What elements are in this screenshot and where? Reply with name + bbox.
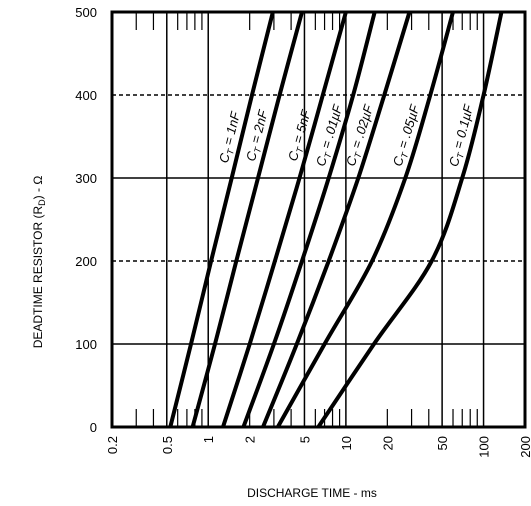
y-tick-label: 0 — [90, 420, 97, 435]
series-line-4 — [241, 11, 377, 428]
y-axis-title-tail: ) - Ω — [31, 176, 45, 200]
series-line-2 — [190, 11, 304, 428]
curve-label-tail: = .05µF — [394, 102, 423, 154]
x-tick-label: 1 — [201, 436, 216, 443]
curve-label-main: C — [243, 149, 260, 162]
curve-label-sub: T — [225, 147, 236, 156]
curve-label-sub: T — [455, 150, 466, 159]
x-tick-label: 20 — [380, 436, 395, 450]
curve-label-main: C — [446, 155, 463, 168]
y-tick-label: 100 — [75, 337, 97, 352]
curve-label-sub: T — [322, 150, 334, 160]
series-line-5 — [261, 11, 412, 428]
series-line-3 — [221, 11, 348, 428]
x-tick-label: 0.2 — [105, 436, 120, 454]
x-axis-title: DISCHARGE TIME - ms — [247, 486, 377, 500]
x-tick-label: 50 — [435, 436, 450, 450]
x-tick-label: 100 — [477, 436, 492, 458]
curve-label-tail: = .02µF — [347, 102, 376, 154]
series-line-7 — [316, 11, 504, 429]
y-tick-label: 300 — [75, 171, 97, 186]
x-tick-label: 200 — [518, 436, 531, 458]
minor-ticks — [135, 12, 478, 427]
curve-label-sub: T — [399, 150, 411, 160]
y-axis-title-sub: D — [37, 199, 47, 206]
y-tick-label: 400 — [75, 88, 97, 103]
plot-frame — [110, 10, 527, 429]
x-tick-label: 2 — [243, 436, 258, 443]
curve-label-sub: T — [294, 145, 306, 154]
curve-label-tail: = .01µF — [317, 102, 345, 154]
curve-label-main: C — [216, 151, 233, 164]
grid — [112, 12, 525, 427]
curve-label-sub: T — [252, 145, 263, 154]
y-tick-label: 200 — [75, 254, 97, 269]
y-axis-title-main: DEADTIME RESISTOR (R — [31, 206, 45, 349]
y-axis-title: DEADTIME RESISTOR (RD) - Ω — [31, 176, 47, 349]
curves — [168, 11, 504, 429]
x-tick-label: 5 — [297, 436, 312, 443]
series-line-1 — [168, 11, 275, 428]
x-tick-labels: 0.2 0.5 1 2 5 10 20 50 100 200 — [105, 436, 531, 458]
y-tick-labels: 0 100 200 300 400 500 — [75, 5, 97, 435]
y-tick-label: 500 — [75, 5, 97, 20]
curve-label-sub: T — [352, 150, 364, 160]
series-line-6 — [276, 11, 455, 428]
x-tick-label: 10 — [339, 436, 354, 450]
x-tick-label: 0.5 — [160, 436, 175, 454]
